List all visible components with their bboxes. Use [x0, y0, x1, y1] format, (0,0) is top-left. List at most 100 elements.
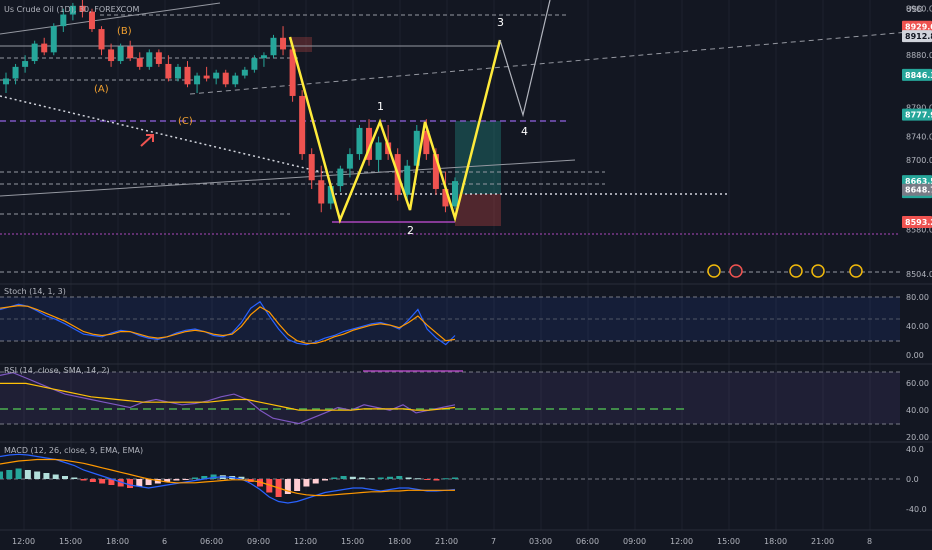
time-axis-label: 18:00 — [388, 537, 411, 546]
symbol-interval: 30 — [78, 5, 90, 14]
event-flag-icon[interactable] — [789, 264, 803, 278]
price-badges: 8929.08912.88846.38777.98663.500:598648.… — [902, 20, 932, 228]
macd-histogram-bar — [452, 477, 458, 479]
macd-signal-line — [0, 458, 455, 497]
time-axis-label: 15:00 — [59, 537, 82, 546]
candle-body — [203, 75, 210, 79]
macd-histogram-bar — [80, 479, 87, 481]
macd-histogram-bar — [238, 476, 245, 479]
candle-body — [155, 52, 162, 64]
macd-title[interactable]: MACD (12, 26, close, 9, EMA, EMA) — [4, 446, 144, 455]
price-tick-label: 8504.0 — [906, 270, 932, 279]
stoch-title[interactable]: Stoch (14, 1, 3) — [4, 287, 66, 296]
event-flags[interactable] — [707, 264, 863, 278]
candle-body — [222, 72, 229, 85]
time-axis-label: 06:00 — [200, 537, 223, 546]
price-badge — [902, 20, 932, 33]
macd-histogram-bar — [0, 471, 3, 479]
candle-body — [146, 52, 153, 67]
candle-body — [213, 72, 220, 79]
trendline-top[interactable] — [0, 2, 221, 35]
time-axis-label: 15:00 — [717, 537, 740, 546]
price-badge — [902, 215, 932, 228]
candle-body — [327, 186, 334, 204]
time-axis-label: 15:00 — [341, 537, 364, 546]
candle-body — [69, 5, 76, 15]
elliott-wave-path[interactable] — [288, 36, 502, 224]
macd-histogram-bar — [136, 479, 143, 487]
candle-body — [299, 95, 306, 155]
price-scale[interactable]: USD 8960.0 8880.0 8790.0 8740.0 8700.0 8580.0… — [906, 5, 932, 279]
macd-histogram-bar — [15, 468, 22, 479]
time-axis[interactable] — [0, 530, 932, 550]
trendline-lower[interactable] — [0, 159, 576, 197]
candle-body — [12, 66, 19, 79]
stoch-scale-40: 40.00 — [906, 322, 929, 331]
candle-body — [50, 26, 57, 53]
price-tick-label: 8960.0 — [906, 5, 932, 14]
candle-body — [174, 66, 181, 79]
macd-histogram-bar — [52, 474, 59, 479]
event-flag-icon[interactable] — [849, 264, 863, 278]
red-arrow-icon[interactable] — [140, 134, 154, 147]
macd-line — [0, 453, 456, 504]
candle-body — [375, 142, 382, 160]
upper-range-zone[interactable] — [290, 37, 312, 52]
price-badge — [902, 68, 932, 81]
event-flag-icon[interactable] — [707, 264, 721, 278]
macd-histogram-bar — [359, 477, 366, 479]
macd-histogram-bar — [117, 479, 124, 487]
time-axis-label: 18:00 — [764, 537, 787, 546]
macd-histogram-bar — [442, 478, 449, 480]
macd-histogram-bar — [405, 477, 412, 479]
macd-histogram-bar — [34, 471, 41, 479]
candle-body — [31, 43, 38, 62]
trendline-dotted-descending[interactable] — [0, 95, 331, 175]
macd-scale-40: 40.0 — [906, 445, 924, 454]
macd-histogram-bar — [340, 476, 347, 479]
candle-body — [366, 127, 373, 160]
macd-histogram-bar — [154, 479, 161, 484]
macd-histogram-bar — [294, 479, 301, 491]
macd-histogram-bar — [192, 477, 198, 479]
price-badge — [902, 30, 932, 43]
candle-body — [280, 37, 287, 50]
time-axis-label: 6 — [162, 537, 167, 546]
macd-histogram-bar — [182, 479, 189, 480]
position-loss-zone[interactable] — [455, 194, 501, 226]
symbol-title[interactable]: Us Crude Oil (1D), 30, FOREXCOM — [4, 5, 140, 14]
time-axis-label: 21:00 — [811, 537, 834, 546]
rsi-title[interactable]: RSI (14, close, SMA, 14, 2) — [4, 366, 110, 375]
projection-path[interactable] — [499, 0, 551, 118]
candle-body — [136, 58, 143, 67]
price-tick-label: 8580.0 — [906, 226, 932, 235]
currency-label: USD — [906, 5, 923, 14]
macd-histogram-bar — [164, 479, 171, 482]
position-profit-zone[interactable] — [455, 121, 501, 194]
candle-body — [308, 154, 315, 181]
symbol-name: Us Crude Oil (1D) — [4, 5, 74, 14]
macd-histogram-bar — [24, 470, 31, 479]
event-flag-icon[interactable] — [811, 264, 825, 278]
price-tick-label: 8740.0 — [906, 133, 932, 142]
price-badge-label: 8846.3 — [905, 71, 932, 80]
price-badge — [902, 108, 932, 121]
candle-body — [404, 165, 411, 195]
candle-body — [346, 154, 353, 169]
candle-body — [232, 75, 239, 85]
price-badge-label: 8648.7 — [905, 186, 932, 195]
stoch-scale-80: 80.00 — [906, 293, 929, 302]
candle-body — [22, 61, 29, 67]
candles — [3, 0, 458, 213]
trendline-channel[interactable] — [189, 29, 932, 95]
macd-histogram-bar — [173, 479, 180, 481]
macd-histogram-bar — [266, 479, 273, 493]
macd-histogram-bar — [284, 479, 291, 494]
event-flag-icon[interactable] — [729, 264, 743, 278]
time-axis-label: 09:00 — [623, 537, 646, 546]
price-badge-label: 8912.8 — [905, 32, 932, 41]
time-axis-label: 09:00 — [247, 537, 270, 546]
time-axis-label: 12:00 — [670, 537, 693, 546]
